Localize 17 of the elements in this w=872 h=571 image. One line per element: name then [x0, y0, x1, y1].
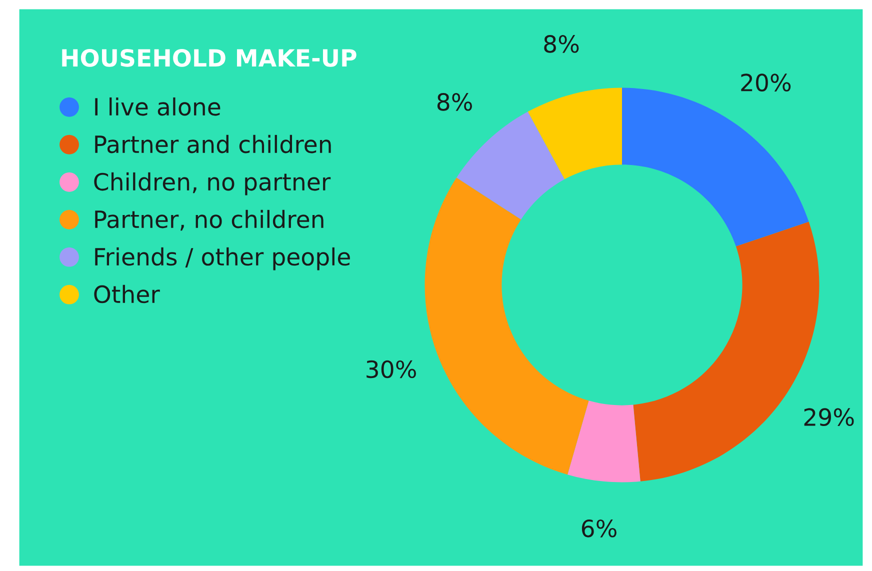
- data-label: 29%: [804, 408, 854, 426]
- data-label: 8%: [544, 35, 579, 53]
- data-label: 6%: [582, 519, 616, 538]
- legend-label: I live alone: [95, 97, 220, 116]
- donut-slice: [424, 178, 589, 475]
- legend-label: Other: [94, 284, 160, 304]
- donut-slice: [528, 88, 622, 180]
- legend-label: Partner and children: [95, 134, 331, 154]
- chart-title: HOUSEHOLD MAKE-UP: [62, 48, 356, 67]
- donut-slice: [568, 400, 640, 482]
- legend-label: Friends / other people: [95, 247, 350, 270]
- legend-label: Children, no partner: [94, 172, 331, 196]
- data-label: 8%: [437, 93, 472, 111]
- data-label: 20%: [741, 74, 791, 92]
- donut-slice: [456, 112, 565, 220]
- legend-label: Partner, no children: [95, 210, 324, 231]
- data-label: 30%: [366, 360, 416, 378]
